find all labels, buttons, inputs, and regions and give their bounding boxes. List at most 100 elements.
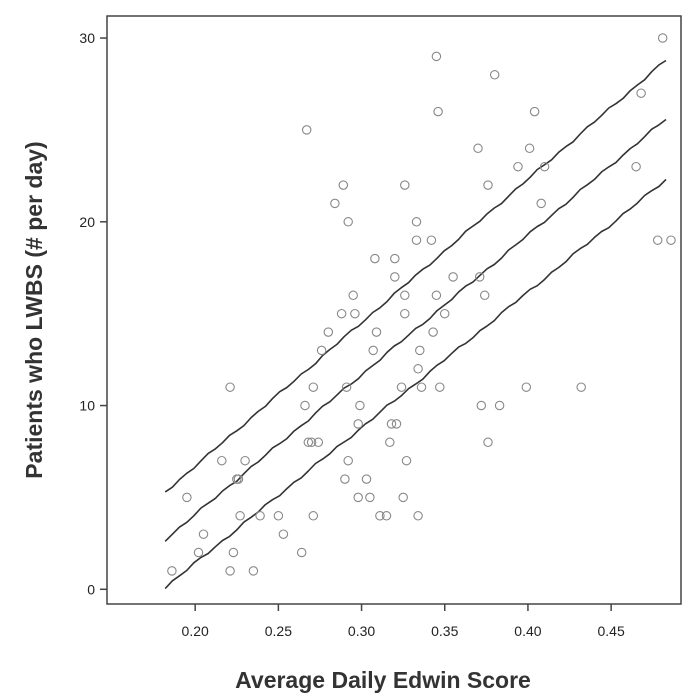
scatter-point bbox=[361, 474, 372, 484]
scatter-point bbox=[474, 272, 485, 282]
scatter-point bbox=[483, 180, 493, 190]
scatter-point bbox=[306, 437, 317, 448]
scatter-point bbox=[476, 400, 487, 411]
scatter-point bbox=[193, 547, 204, 558]
scatter-point bbox=[576, 382, 586, 392]
scatter-point bbox=[228, 547, 239, 558]
scatter-point bbox=[390, 272, 400, 282]
scatter-point bbox=[385, 437, 395, 448]
scatter-point bbox=[428, 327, 438, 337]
scatter-point bbox=[167, 566, 177, 576]
scatter-point bbox=[225, 382, 235, 392]
scatter-point bbox=[631, 161, 641, 172]
scatter-point bbox=[401, 455, 412, 466]
plot-frame bbox=[106, 15, 682, 605]
y-tick-label: 20 bbox=[79, 214, 95, 230]
line-fit bbox=[164, 118, 667, 542]
scatter-point bbox=[353, 419, 363, 429]
scatter-point bbox=[398, 492, 408, 503]
scatter-point bbox=[198, 529, 209, 539]
x-tick-label: 0.20 bbox=[182, 623, 209, 639]
scatter-point bbox=[348, 290, 358, 301]
scatter-point bbox=[435, 382, 445, 392]
scatter-point bbox=[473, 143, 483, 154]
data-points bbox=[167, 33, 676, 576]
scatter-point bbox=[521, 382, 532, 392]
scatter-point bbox=[316, 345, 327, 356]
scatter-point bbox=[343, 217, 353, 227]
scatter-point bbox=[255, 511, 265, 521]
scatter-point bbox=[330, 198, 340, 209]
scatter-point bbox=[524, 143, 535, 154]
scatter-point bbox=[301, 125, 312, 135]
scatter-point bbox=[411, 235, 422, 245]
scatter-point bbox=[431, 290, 442, 301]
scatter-point bbox=[336, 308, 347, 319]
scatter-point bbox=[296, 547, 307, 558]
scatter-point bbox=[341, 382, 352, 392]
scatter-point bbox=[400, 308, 410, 319]
scatter-point bbox=[390, 253, 400, 264]
y-tick-label: 10 bbox=[79, 398, 95, 414]
scatter-point bbox=[240, 455, 250, 466]
line-lower-bound bbox=[164, 178, 667, 590]
scatter-point bbox=[539, 161, 550, 172]
scatter-point bbox=[529, 106, 540, 117]
scatter-point bbox=[343, 455, 353, 466]
scatter-point bbox=[365, 492, 375, 503]
scatter-point bbox=[375, 511, 385, 521]
scatter-point bbox=[657, 33, 668, 43]
scatter-point bbox=[182, 492, 192, 503]
scatter-point bbox=[513, 161, 523, 172]
scatter-point bbox=[439, 308, 450, 319]
scatter-point bbox=[300, 400, 310, 411]
scatter-point bbox=[411, 217, 422, 227]
scatter-point bbox=[413, 364, 423, 374]
scatter-point bbox=[273, 511, 284, 521]
scatter-point bbox=[370, 253, 380, 264]
x-tick-label: 0.35 bbox=[431, 623, 458, 639]
scatter-point bbox=[413, 511, 423, 521]
line-upper-bound bbox=[164, 59, 667, 493]
regression-lines bbox=[164, 59, 667, 590]
scatter-point bbox=[381, 511, 392, 521]
scatter-point bbox=[652, 235, 663, 245]
scatter-point bbox=[338, 180, 349, 190]
scatter-point bbox=[355, 400, 365, 411]
x-tick-label: 0.25 bbox=[265, 623, 292, 639]
scatter-point bbox=[368, 345, 378, 356]
scatter-point bbox=[536, 198, 546, 209]
y-tick-label: 0 bbox=[87, 581, 95, 597]
x-tick-label: 0.40 bbox=[514, 623, 541, 639]
scatter-point bbox=[303, 437, 314, 448]
scatter-point bbox=[433, 106, 443, 117]
y-tick-label: 30 bbox=[79, 30, 95, 46]
scatter-point bbox=[489, 70, 500, 80]
scatter-point bbox=[308, 511, 319, 521]
scatter-point bbox=[479, 290, 490, 301]
x-tick-label: 0.45 bbox=[597, 623, 624, 639]
scatter-point bbox=[400, 290, 410, 301]
scatter-point bbox=[386, 419, 397, 429]
scatter-point bbox=[391, 419, 402, 429]
scatter-point bbox=[350, 308, 360, 319]
scatter-point bbox=[431, 51, 442, 62]
scatter-point bbox=[217, 455, 227, 466]
x-axis-title: Average Daily Edwin Score bbox=[235, 667, 531, 693]
scatter-point bbox=[225, 566, 235, 576]
scatter-point bbox=[340, 474, 350, 484]
scatter-point bbox=[666, 235, 676, 245]
scatter-point bbox=[426, 235, 437, 245]
scatter-point bbox=[278, 529, 289, 539]
x-axis-ticks: 0.20 0.25 0.30 0.35 0.40 0.45 bbox=[182, 604, 625, 639]
scatter-point bbox=[308, 382, 319, 392]
scatter-point bbox=[353, 492, 363, 503]
scatter-point bbox=[636, 88, 646, 98]
scatter-point bbox=[415, 345, 425, 356]
y-axis-ticks: 0 10 20 30 bbox=[79, 30, 107, 597]
scatter-point bbox=[235, 511, 245, 521]
scatter-point bbox=[448, 272, 458, 282]
y-axis-title: Patients who LWBS (# per day) bbox=[21, 141, 47, 478]
x-tick-label: 0.30 bbox=[348, 623, 375, 639]
